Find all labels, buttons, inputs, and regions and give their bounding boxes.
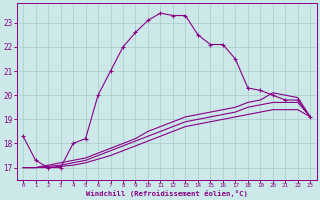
X-axis label: Windchill (Refroidissement éolien,°C): Windchill (Refroidissement éolien,°C)	[86, 190, 248, 197]
